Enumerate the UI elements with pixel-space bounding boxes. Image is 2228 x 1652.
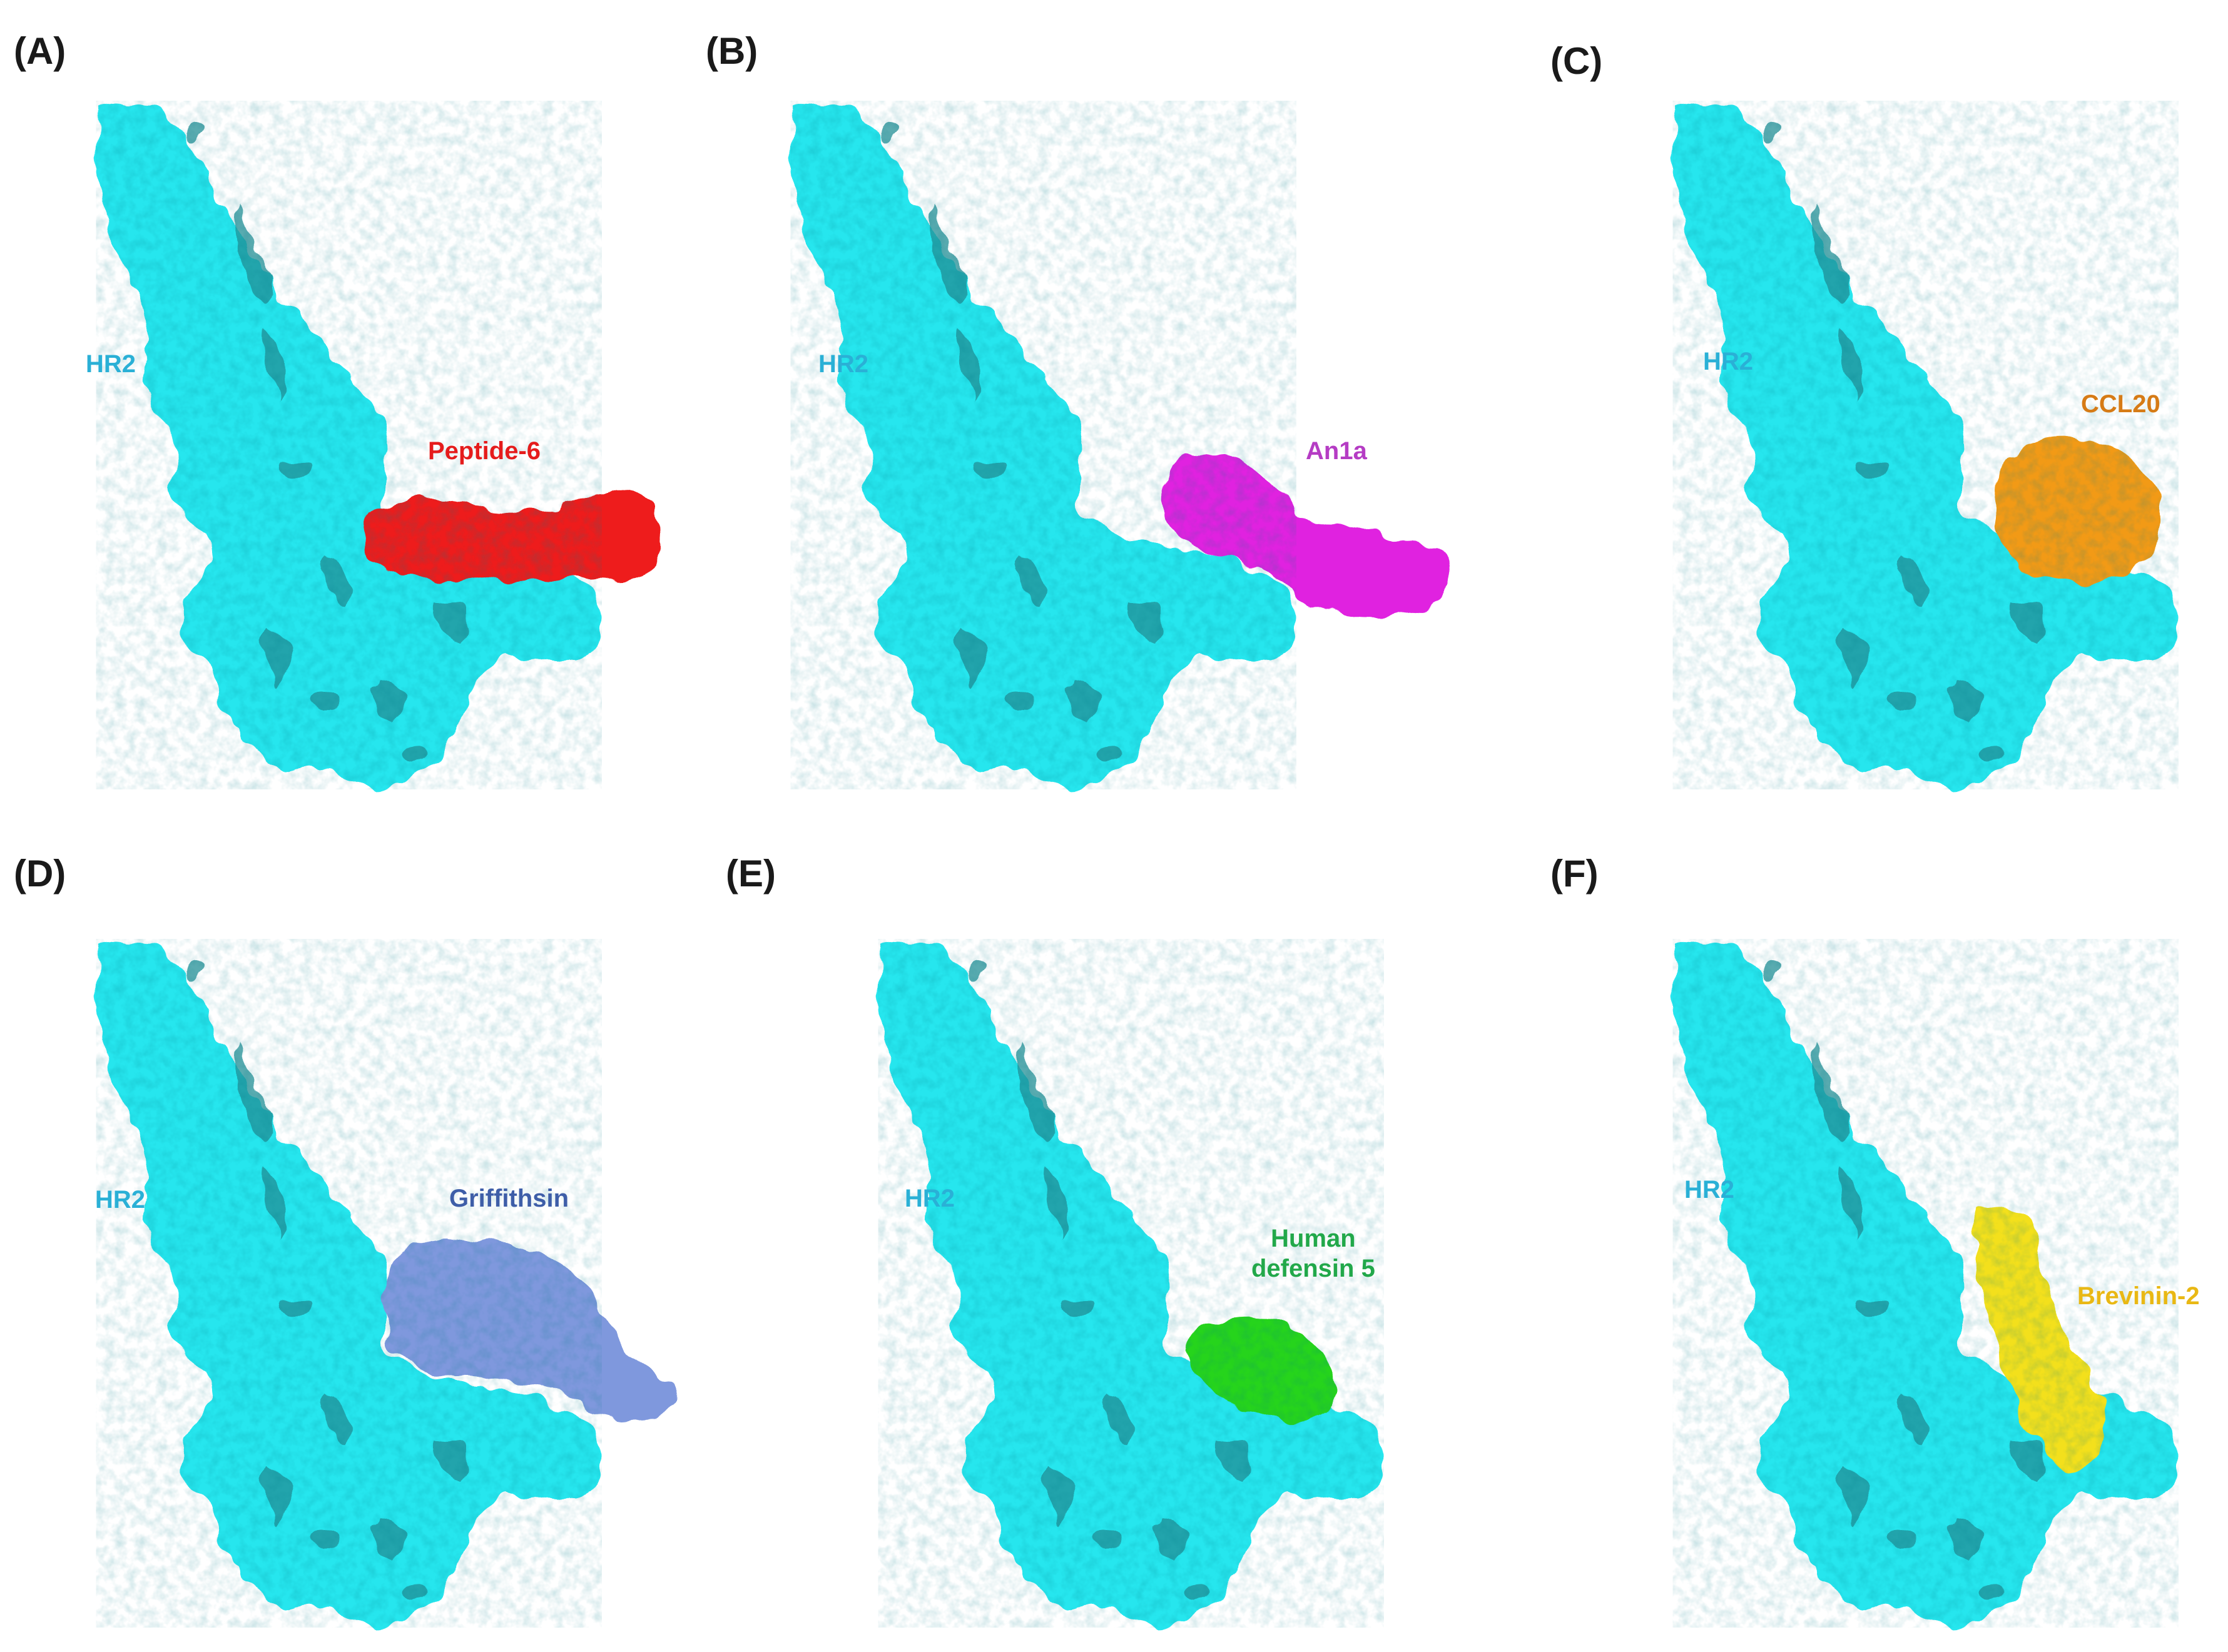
panel-b-ligand-label: An1a: [1306, 437, 1367, 465]
panel-a-ligand-label: Peptide-6: [428, 437, 541, 465]
panel-f-ligand-label: Brevinin-2: [2077, 1282, 2200, 1310]
panel-d-hr2-label: HR2: [95, 1186, 146, 1214]
panel-e-letter: (E): [726, 853, 776, 894]
panel-f-hr2-label: HR2: [1684, 1176, 1735, 1204]
panel-c-ligand-label: CCL20: [2081, 390, 2160, 418]
panel-f-structure: [1672, 939, 2179, 1628]
panel-d-letter: (D): [14, 853, 66, 894]
panel-b-hr2-label: HR2: [818, 350, 869, 378]
panel-e-structure: [878, 939, 1384, 1628]
panel-b-structure: [790, 101, 1449, 789]
panel-a-letter: (A): [14, 30, 66, 72]
panel-f-letter: (F): [1550, 853, 1599, 894]
panel-b-an1a-surface: [1163, 454, 1449, 616]
panel-d-ligand-label: Griffithsin: [449, 1185, 569, 1212]
panel-e-ligand-label-line1: Human: [1271, 1225, 1356, 1252]
panel-c-structure: [1672, 101, 2179, 789]
panel-a-hr2-label: HR2: [86, 350, 136, 378]
panel-c-letter: (C): [1550, 40, 1603, 82]
panel-d-structure: [96, 939, 676, 1628]
panel-e-hr2-label: HR2: [905, 1185, 955, 1212]
panel-c-hr2-label: HR2: [1703, 348, 1754, 375]
panel-e-ligand-label-line2: defensin 5: [1251, 1255, 1375, 1282]
panel-d-griffithsin-surface: [384, 1239, 676, 1421]
panel-a-structure: [96, 101, 664, 789]
panel-e-ligand-label: Human defensin 5: [1251, 1224, 1375, 1284]
panel-b-letter: (B): [706, 30, 758, 72]
